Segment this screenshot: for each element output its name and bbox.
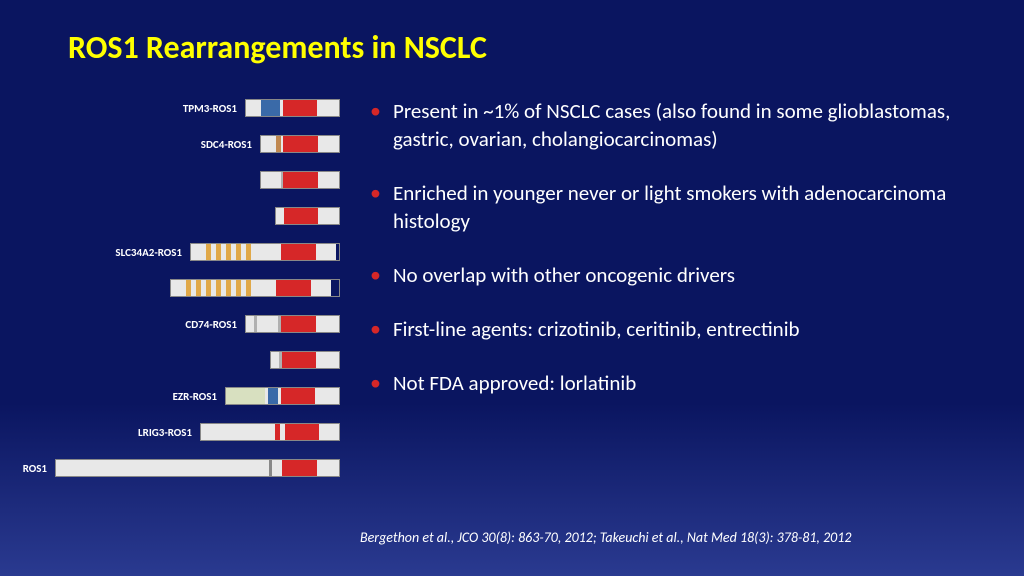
citation-text: Bergethon et al., JCO 30(8): 863-70, 201… <box>360 529 851 546</box>
gene-row: EZR-ROS1 <box>30 385 340 407</box>
gene-row: LRIG3-ROS1 <box>30 421 340 443</box>
gene-bar <box>190 243 340 261</box>
gene-row: SDC4-ROS1 <box>30 133 340 155</box>
gene-label: SDC4-ROS1 <box>201 138 252 151</box>
gene-label: EZR-ROS1 <box>173 390 217 403</box>
bullet-text: Present in ~1% of NSCLC cases (also foun… <box>393 97 984 153</box>
bullet-item: • No overlap with other oncogenic drivers <box>370 261 984 289</box>
bullet-item: • First-line agents: crizotinib, ceritini… <box>370 315 984 343</box>
gene-row: CD74-ROS1 <box>30 313 340 335</box>
gene-bar <box>275 207 340 225</box>
bullet-dot-icon: • <box>370 261 381 289</box>
bullet-text: First-line agents: crizotinib, ceritinib… <box>393 315 800 343</box>
bullet-item: • Not FDA approved: lorlatinib <box>370 369 984 397</box>
gene-bar <box>225 387 340 405</box>
gene-row <box>30 349 340 371</box>
gene-label: ROS1 <box>23 462 47 475</box>
gene-diagram: TPM3-ROS1 SDC4-ROS1 SLC34A2-ROS1 CD74-ROS1 E… <box>0 97 340 493</box>
gene-row <box>30 169 340 191</box>
gene-label: LRIG3-ROS1 <box>138 426 192 439</box>
bullet-text: No overlap with other oncogenic drivers <box>393 261 735 289</box>
bullet-dot-icon: • <box>370 97 381 125</box>
content-area: TPM3-ROS1 SDC4-ROS1 SLC34A2-ROS1 CD74-ROS1 E… <box>0 67 1024 493</box>
slide-title: ROS1 Rearrangements in NSCLC <box>0 0 1024 67</box>
bullet-item: • Enriched in younger never or light smok… <box>370 179 984 235</box>
bullet-dot-icon: • <box>370 315 381 343</box>
bullet-dot-icon: • <box>370 369 381 397</box>
gene-bar <box>260 135 340 153</box>
gene-bar <box>270 351 340 369</box>
bullet-dot-icon: • <box>370 179 381 207</box>
gene-bar <box>260 171 340 189</box>
gene-row: SLC34A2-ROS1 <box>30 241 340 263</box>
gene-row <box>30 205 340 227</box>
bullet-item: • Present in ~1% of NSCLC cases (also fou… <box>370 97 984 153</box>
bullet-text: Enriched in younger never or light smoke… <box>393 179 984 235</box>
gene-bar <box>245 99 340 117</box>
gene-row: ROS1 <box>30 457 340 479</box>
gene-bar <box>170 279 340 297</box>
gene-bar <box>55 459 340 477</box>
gene-label: SLC34A2-ROS1 <box>115 246 182 259</box>
gene-label: TPM3-ROS1 <box>183 102 237 115</box>
bullet-text: Not FDA approved: lorlatinib <box>393 369 636 397</box>
gene-bar <box>200 423 340 441</box>
bullet-list: • Present in ~1% of NSCLC cases (also fou… <box>340 97 1024 493</box>
gene-bar <box>245 315 340 333</box>
gene-label: CD74-ROS1 <box>185 318 237 331</box>
gene-row: TPM3-ROS1 <box>30 97 340 119</box>
gene-row <box>30 277 340 299</box>
